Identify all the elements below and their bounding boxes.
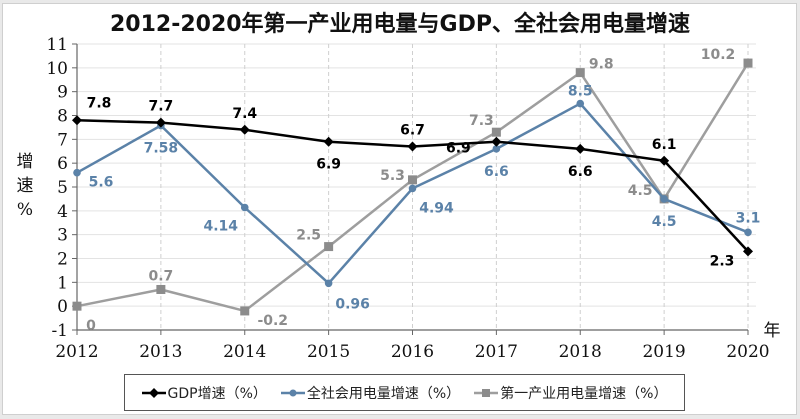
x-tick-label: 2019	[642, 342, 685, 362]
data-point-diamond	[659, 155, 670, 166]
data-point-square	[324, 242, 334, 252]
data-point-diamond	[407, 141, 418, 152]
data-label: 2.5	[296, 228, 321, 244]
y-tick-label: 3	[57, 226, 68, 246]
data-label: 4.14	[203, 218, 238, 234]
y-axis-label-char: 增	[16, 152, 34, 172]
data-label: 4.94	[419, 200, 454, 216]
data-point-square	[408, 175, 417, 185]
data-point-square	[743, 58, 753, 68]
data-label: 0.96	[335, 296, 370, 312]
legend-marker-diamond-icon	[141, 387, 166, 398]
legend-marker-circle-icon	[280, 389, 305, 396]
y-tick-label: 4	[57, 202, 68, 222]
data-point-circle	[660, 195, 668, 203]
data-point-diamond	[155, 117, 166, 128]
data-point-circle	[324, 279, 333, 288]
y-axis-label-char: 速	[16, 176, 34, 196]
data-label: 7.7	[148, 99, 173, 115]
x-tick-label: 2015	[307, 342, 350, 362]
data-point-circle	[240, 203, 249, 212]
y-tick-label: 1	[57, 273, 68, 293]
y-tick-label: 2	[57, 250, 68, 270]
legend-marker-square-icon	[474, 388, 499, 397]
data-label: 2.3	[710, 253, 735, 269]
legend: GDP增速（%） 全社会用电量增速（%） 第一产业用电量增速（%）	[124, 374, 685, 411]
legend-item-total-power: 全社会用电量增速（%）	[280, 383, 461, 403]
data-label: 6.1	[652, 137, 677, 153]
data-label: 6.9	[446, 141, 471, 157]
y-tick-label: 11	[46, 35, 68, 55]
legend-label: 第一产业用电量增速（%）	[500, 385, 668, 402]
x-tick-label: 2012	[55, 342, 98, 362]
x-tick-label: 2017	[475, 342, 518, 362]
data-point-diamond	[575, 143, 586, 154]
data-point-square	[575, 68, 585, 78]
x-tick-label: 2013	[139, 342, 182, 362]
data-point-square	[156, 284, 166, 294]
data-label: 5.3	[380, 168, 405, 184]
data-point-square	[491, 127, 501, 137]
y-tick-label: 7	[57, 130, 68, 150]
data-point-diamond	[72, 115, 82, 126]
data-point-circle	[73, 168, 81, 177]
data-label: 7.8	[87, 95, 112, 111]
data-label: 0.7	[148, 268, 173, 284]
data-label: 10.2	[701, 47, 736, 63]
data-label: 3.1	[736, 210, 761, 226]
y-tick-label: 5	[57, 178, 68, 198]
chart-title: 2012-2020年第一产业用电量与GDP、全社会用电量增速	[109, 12, 691, 37]
data-label: 9.8	[589, 57, 614, 73]
data-point-square	[240, 306, 250, 316]
x-tick-label: 2016	[391, 342, 434, 362]
data-point-circle	[408, 184, 417, 193]
x-tick-label: 2014	[223, 342, 266, 362]
y-tick-label: 0	[57, 297, 68, 317]
y-axis-label: 增 速 %	[14, 150, 36, 222]
x-axis-label: 年	[764, 321, 781, 341]
data-label: 6.9	[316, 157, 341, 173]
y-tick-label: 6	[57, 154, 68, 174]
data-point-diamond	[323, 136, 334, 147]
data-label: 5.6	[89, 175, 114, 191]
legend-label: GDP增速（%）	[167, 385, 267, 402]
data-label: 7.4	[232, 106, 257, 122]
y-axis-label-char: %	[16, 200, 34, 220]
data-label: 6.6	[484, 164, 509, 180]
y-tick-label: -1	[51, 321, 68, 341]
data-label: 6.6	[568, 164, 593, 180]
legend-label: 全社会用电量增速（%）	[306, 385, 461, 402]
data-point-square	[72, 301, 82, 311]
data-label: 8.5	[568, 84, 593, 100]
data-label: 4.5	[628, 183, 653, 199]
x-tick-label: 2020	[726, 342, 769, 362]
data-label: 7.3	[469, 113, 494, 129]
data-point-circle	[576, 99, 585, 108]
data-point-circle	[492, 145, 501, 153]
data-label: 4.5	[652, 214, 677, 230]
y-tick-label: 8	[57, 107, 68, 127]
data-label: 0	[86, 318, 96, 334]
data-point-diamond	[491, 136, 502, 147]
data-label: -0.2	[257, 313, 288, 329]
data-label: 6.7	[400, 122, 425, 138]
y-tick-label: 9	[57, 83, 68, 103]
data-label: 7.58	[144, 141, 179, 157]
data-point-diamond	[743, 246, 753, 257]
legend-item-primary-industry: 第一产业用电量增速（%）	[474, 383, 668, 403]
data-point-diamond	[239, 124, 250, 135]
data-point-circle	[744, 228, 752, 237]
y-tick-label: 10	[46, 59, 68, 79]
x-tick-label: 2018	[559, 342, 602, 362]
legend-item-gdp: GDP增速（%）	[141, 383, 267, 403]
